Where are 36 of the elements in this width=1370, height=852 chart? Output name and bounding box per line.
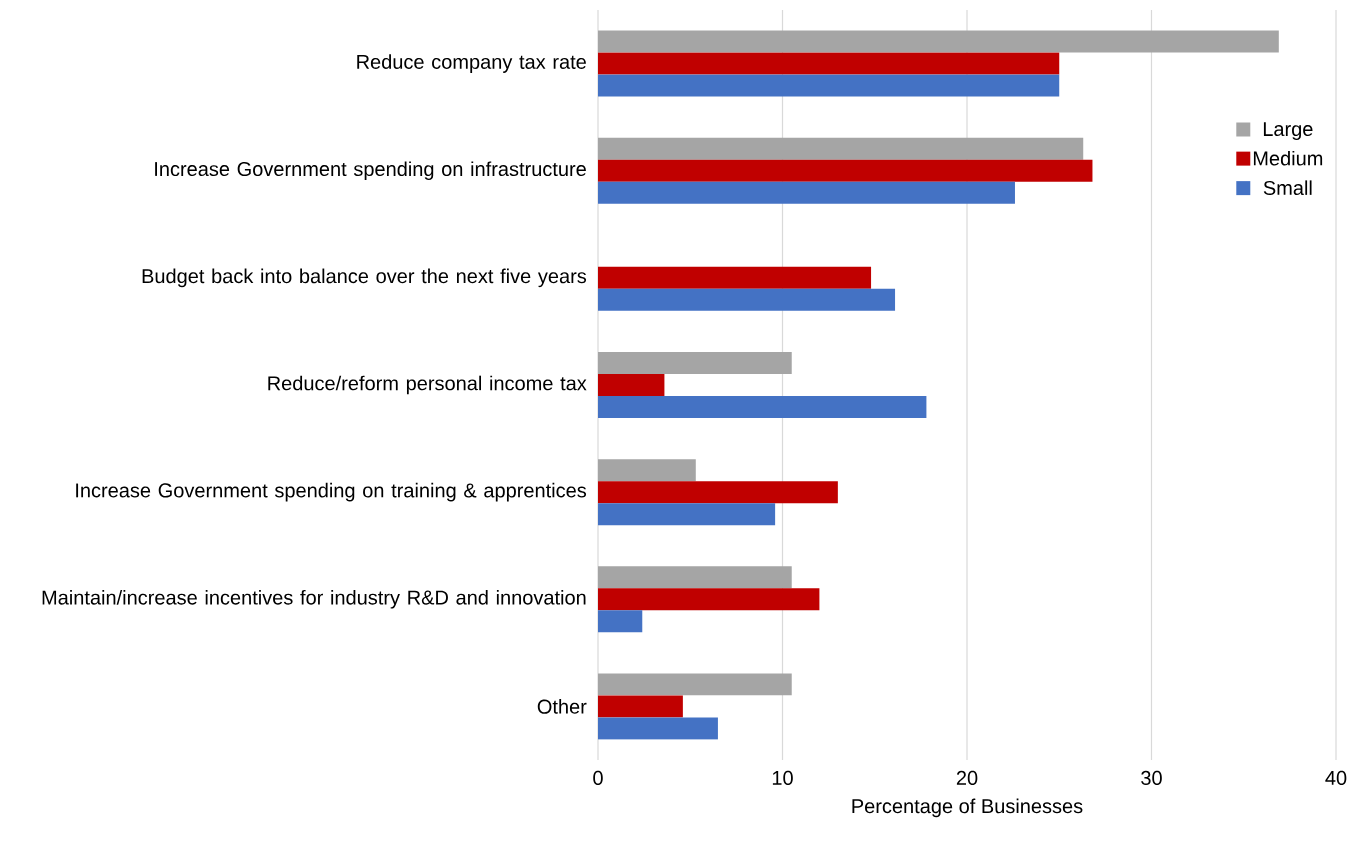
x-tick-label: 0 xyxy=(593,770,603,786)
y-tick-label: Reduce/reform personal income tax xyxy=(268,375,587,395)
y-tick-label: Increase Government spending on infrastructure xyxy=(155,161,586,181)
bar xyxy=(598,159,1093,182)
x-tick-label: 40 xyxy=(1325,770,1347,786)
y-tick-label: Budget back into balance over the next five years xyxy=(142,268,587,288)
y-tick-label: Increase Government spending on training & apprentices xyxy=(76,482,587,502)
legend-label: Medium xyxy=(1253,150,1323,166)
bar xyxy=(598,610,643,633)
bar xyxy=(598,717,718,740)
bar xyxy=(598,481,838,504)
bar xyxy=(598,352,792,374)
bar xyxy=(598,566,792,589)
bar xyxy=(598,374,665,396)
bar xyxy=(598,288,896,311)
bar xyxy=(598,396,927,418)
bar xyxy=(598,503,776,526)
bar xyxy=(598,673,792,696)
bar xyxy=(598,695,683,718)
bar xyxy=(598,52,1060,75)
bar xyxy=(598,181,1015,204)
x-tick-label: 20 xyxy=(956,770,978,786)
x-tick-label: 30 xyxy=(1141,770,1162,786)
y-tick-label: Other xyxy=(537,699,587,714)
x-tick-label: 10 xyxy=(772,770,793,786)
bar xyxy=(598,588,820,611)
y-tick-label: Reduce company tax rate xyxy=(357,54,586,73)
y-tick-label: Maintain/increase incentives for industry R&D and innovation xyxy=(42,589,586,609)
bar xyxy=(598,74,1060,97)
x-axis-title: Percentage of Businesses xyxy=(852,798,1083,818)
legend-label: Large xyxy=(1263,122,1313,141)
bar xyxy=(598,137,1084,160)
bar xyxy=(598,30,1279,53)
bar xyxy=(598,459,696,482)
legend-label: Small xyxy=(1263,180,1312,196)
bar xyxy=(598,266,872,289)
